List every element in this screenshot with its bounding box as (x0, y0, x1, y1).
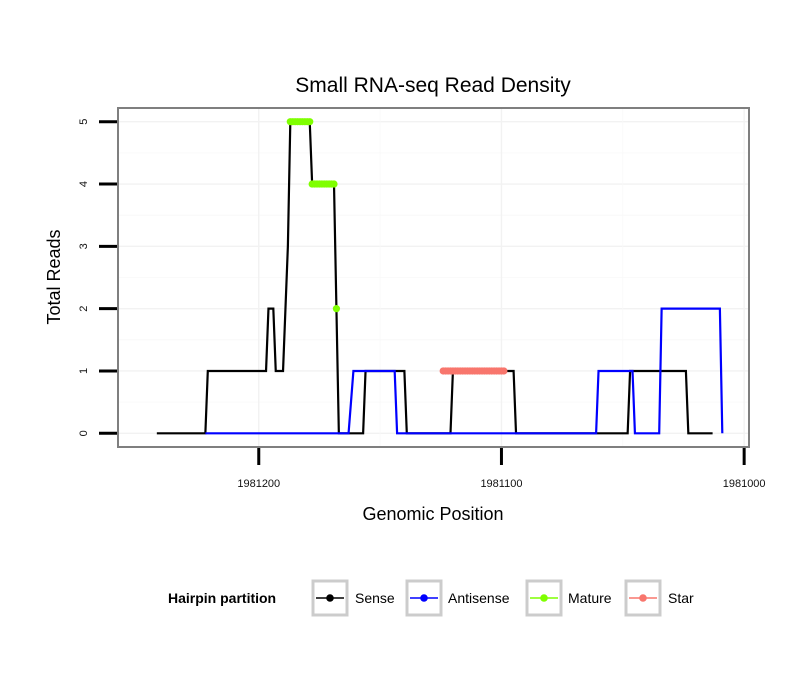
legend-item-antisense: Antisense (405, 579, 510, 617)
x-tick-label: 1981000 (723, 478, 766, 490)
data-point-mature (330, 180, 338, 188)
data-point-mature (306, 118, 314, 126)
x-axis-title: Genomic Position (362, 504, 503, 524)
x-tick-label: 1981200 (237, 478, 280, 490)
plot-border (117, 107, 750, 448)
y-axis-title: Total Reads (44, 229, 64, 324)
legend-key-dot-antisense (420, 594, 428, 602)
legend-item-sense: Sense (311, 579, 395, 617)
x-tick-label: 1981100 (480, 478, 522, 490)
chart-title: Small RNA-seq Read Density (295, 74, 571, 97)
y-tick-label: 2 (78, 306, 90, 312)
y-tick-label: 3 (78, 243, 90, 249)
data-point-star (500, 367, 508, 375)
legend-key-dot-star (639, 594, 647, 602)
y-tick-label: 1 (78, 368, 90, 374)
series-line-antisense (205, 307, 724, 435)
legend-item-star: Star (624, 579, 694, 617)
legend-key-dot-mature (540, 594, 548, 602)
legend: Hairpin partition Sense Antisense Mature St… (168, 579, 694, 617)
legend-title: Hairpin partition (168, 590, 276, 606)
legend-label-star: Star (668, 590, 694, 606)
y-tick-label: 4 (78, 181, 90, 187)
data-point-mature (332, 305, 341, 313)
y-tick-label: 0 (78, 430, 90, 436)
legend-label-sense: Sense (355, 590, 395, 606)
x-axis: 1981200 1981100 1981000 (237, 448, 766, 490)
legend-item-mature: Mature (525, 579, 612, 617)
legend-label-mature: Mature (568, 590, 612, 606)
legend-label-antisense: Antisense (448, 590, 510, 606)
y-tick-label: 5 (78, 119, 90, 125)
series-layer (156, 118, 724, 435)
legend-key-dot-sense (326, 594, 334, 602)
y-axis: 0 1 2 3 4 5 (78, 119, 117, 436)
